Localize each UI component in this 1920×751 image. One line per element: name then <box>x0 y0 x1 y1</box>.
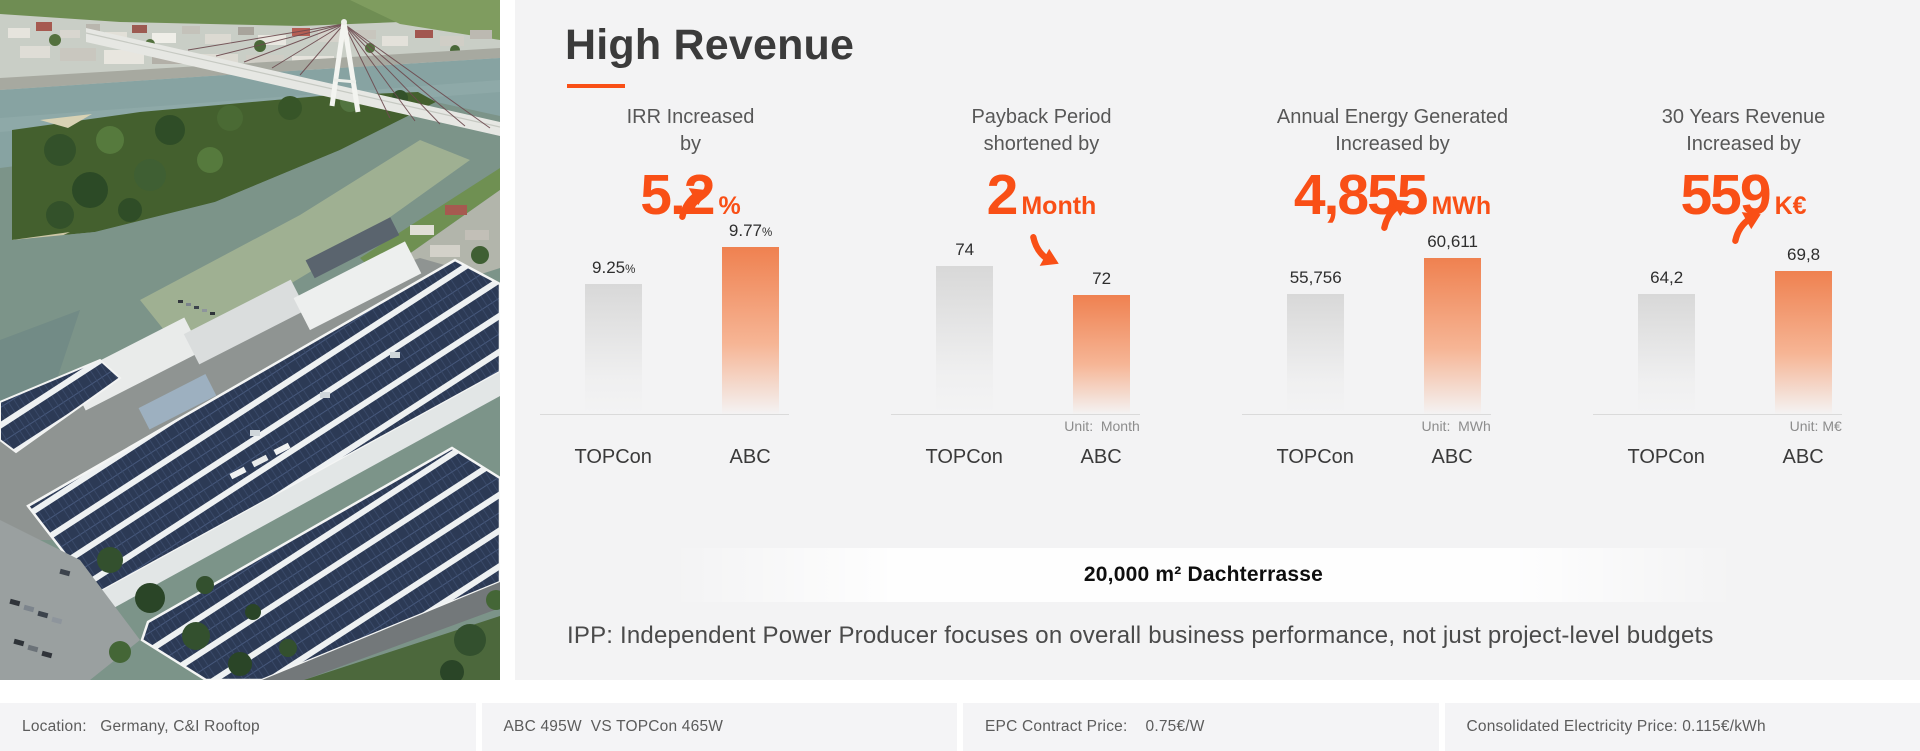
highlight-value: 4,855 MWh <box>1217 162 1568 228</box>
axis-line <box>890 414 1140 416</box>
bar-value-label: 69,8 <box>1787 245 1821 265</box>
bar-value-label: 60,611 <box>1427 232 1478 252</box>
highlight-value: 2 Month <box>866 162 1217 228</box>
chart-title: IRR Increased by <box>626 106 755 156</box>
category-label-topcon: TOPCon <box>1276 446 1354 469</box>
bar-plot: 64,2 69,8 <box>1568 212 1919 415</box>
bar-value-label: 72 <box>1092 269 1112 289</box>
category-labels: TOPCon ABC <box>1568 446 1919 476</box>
bar-abc: 69,8 <box>1775 245 1833 415</box>
unit-label: Unit: MWh <box>1421 418 1491 435</box>
bar-topcon: 64,2 <box>1638 268 1696 415</box>
increase-arrow-icon <box>1729 209 1765 245</box>
aerial-photo <box>0 0 500 680</box>
category-label-abc: ABC <box>1080 446 1122 469</box>
category-label-topcon: TOPCon <box>925 446 1003 469</box>
category-label-abc: ABC <box>1431 446 1473 469</box>
footer-bar: Location: Germany, C&I Rooftop ABC 495W V… <box>0 703 1920 751</box>
highlight-number: 2 <box>986 163 1019 228</box>
content-panel: High Revenue IRR Increased by 5.2% 9.25% 9.7… <box>515 0 1920 680</box>
chart-revenue: 30 Years Revenue Increased by 559 K€ 64,2 69,… <box>1568 104 1919 476</box>
footer-item-location: Location: Germany, C&I Rooftop <box>0 703 476 751</box>
footer-item-modules: ABC 495W VS TOPCon 465W <box>481 703 957 751</box>
aerial-photo-illustration <box>0 0 500 680</box>
parking-and-greenery <box>0 442 500 680</box>
bar-value-label: 74 <box>955 240 975 260</box>
category-labels: TOPCon ABC <box>1217 446 1568 476</box>
title-underline <box>567 84 625 89</box>
bar-value-label: 9.25% <box>592 258 636 278</box>
axis-line <box>1241 414 1491 416</box>
bar-value-label: 64,2 <box>1650 268 1684 288</box>
bar-abc: 9.77% <box>722 221 780 415</box>
category-label-abc: ABC <box>1782 446 1824 469</box>
page-title: High Revenue <box>565 21 855 69</box>
category-labels: TOPCon ABC <box>866 446 1217 476</box>
axis-line <box>1592 414 1842 416</box>
chart-energy: Annual Energy Generated Increased by 4,855… <box>1217 104 1568 476</box>
river-island <box>12 90 436 252</box>
bar-plot: 74 72 <box>866 233 1217 415</box>
footer-item-electricity-price: Consolidated Electricity Price: 0.115€/k… <box>1444 703 1920 751</box>
area-banner-text: 20,000 m² Dachterrasse <box>1083 563 1323 586</box>
bar-plot: 55,756 60,611 <box>1217 199 1568 415</box>
unit-label <box>515 418 866 438</box>
highlight-unit: Month <box>1021 192 1097 221</box>
increase-arrow-icon <box>676 185 712 221</box>
bar-abc: 72 <box>1073 269 1131 415</box>
chart-payback: Payback Period shortened by 2 Month 74 72 Unit… <box>866 104 1217 476</box>
bar-plot: 9.25% 9.77% <box>515 188 866 415</box>
highlight-unit: MWh <box>1431 192 1492 221</box>
increase-arrow-icon <box>1378 196 1414 232</box>
highlight-number: 4,855 <box>1293 163 1429 228</box>
bar-value-label: 55,756 <box>1289 268 1342 288</box>
unit-label: Unit: M€ <box>1789 418 1842 435</box>
category-label-topcon: TOPCon <box>574 446 652 469</box>
area-banner: 20,000 m² Dachterrasse <box>669 548 1738 602</box>
chart-title: Payback Period shortened by <box>971 106 1112 156</box>
bar-value-label: 9.77% <box>728 221 773 241</box>
chart-title: Annual Energy Generated Increased by <box>1276 106 1509 156</box>
cable-stayed-bridge <box>85 19 500 136</box>
axis-line <box>539 414 789 416</box>
bar-abc: 60,611 <box>1424 232 1482 415</box>
ipp-note: IPP: Independent Power Producer focuses … <box>567 622 1714 649</box>
bar-topcon: 9.25% <box>585 258 643 415</box>
highlight-unit: % <box>718 192 741 221</box>
bar-topcon: 55,756 <box>1287 268 1345 415</box>
riverside-town <box>0 0 500 105</box>
unit-label: Unit: Month <box>1064 418 1140 435</box>
bar-topcon: 74 <box>936 240 994 415</box>
solar-rooftop-warehouse <box>0 258 500 680</box>
highlight-unit: K€ <box>1774 192 1807 221</box>
category-labels: TOPCon ABC <box>515 446 866 476</box>
charts-row: IRR Increased by 5.2% 9.25% 9.77% TOPCon ABC Pa… <box>515 104 1920 476</box>
decrease-arrow-icon <box>1027 233 1063 269</box>
category-label-abc: ABC <box>729 446 771 469</box>
footer-item-epc-price: EPC Contract Price: 0.75€/W <box>963 703 1439 751</box>
chart-irr: IRR Increased by 5.2% 9.25% 9.77% TOPCon ABC <box>515 104 866 476</box>
chart-title: 30 Years Revenue Increased by <box>1661 106 1826 156</box>
category-label-topcon: TOPCon <box>1627 446 1705 469</box>
